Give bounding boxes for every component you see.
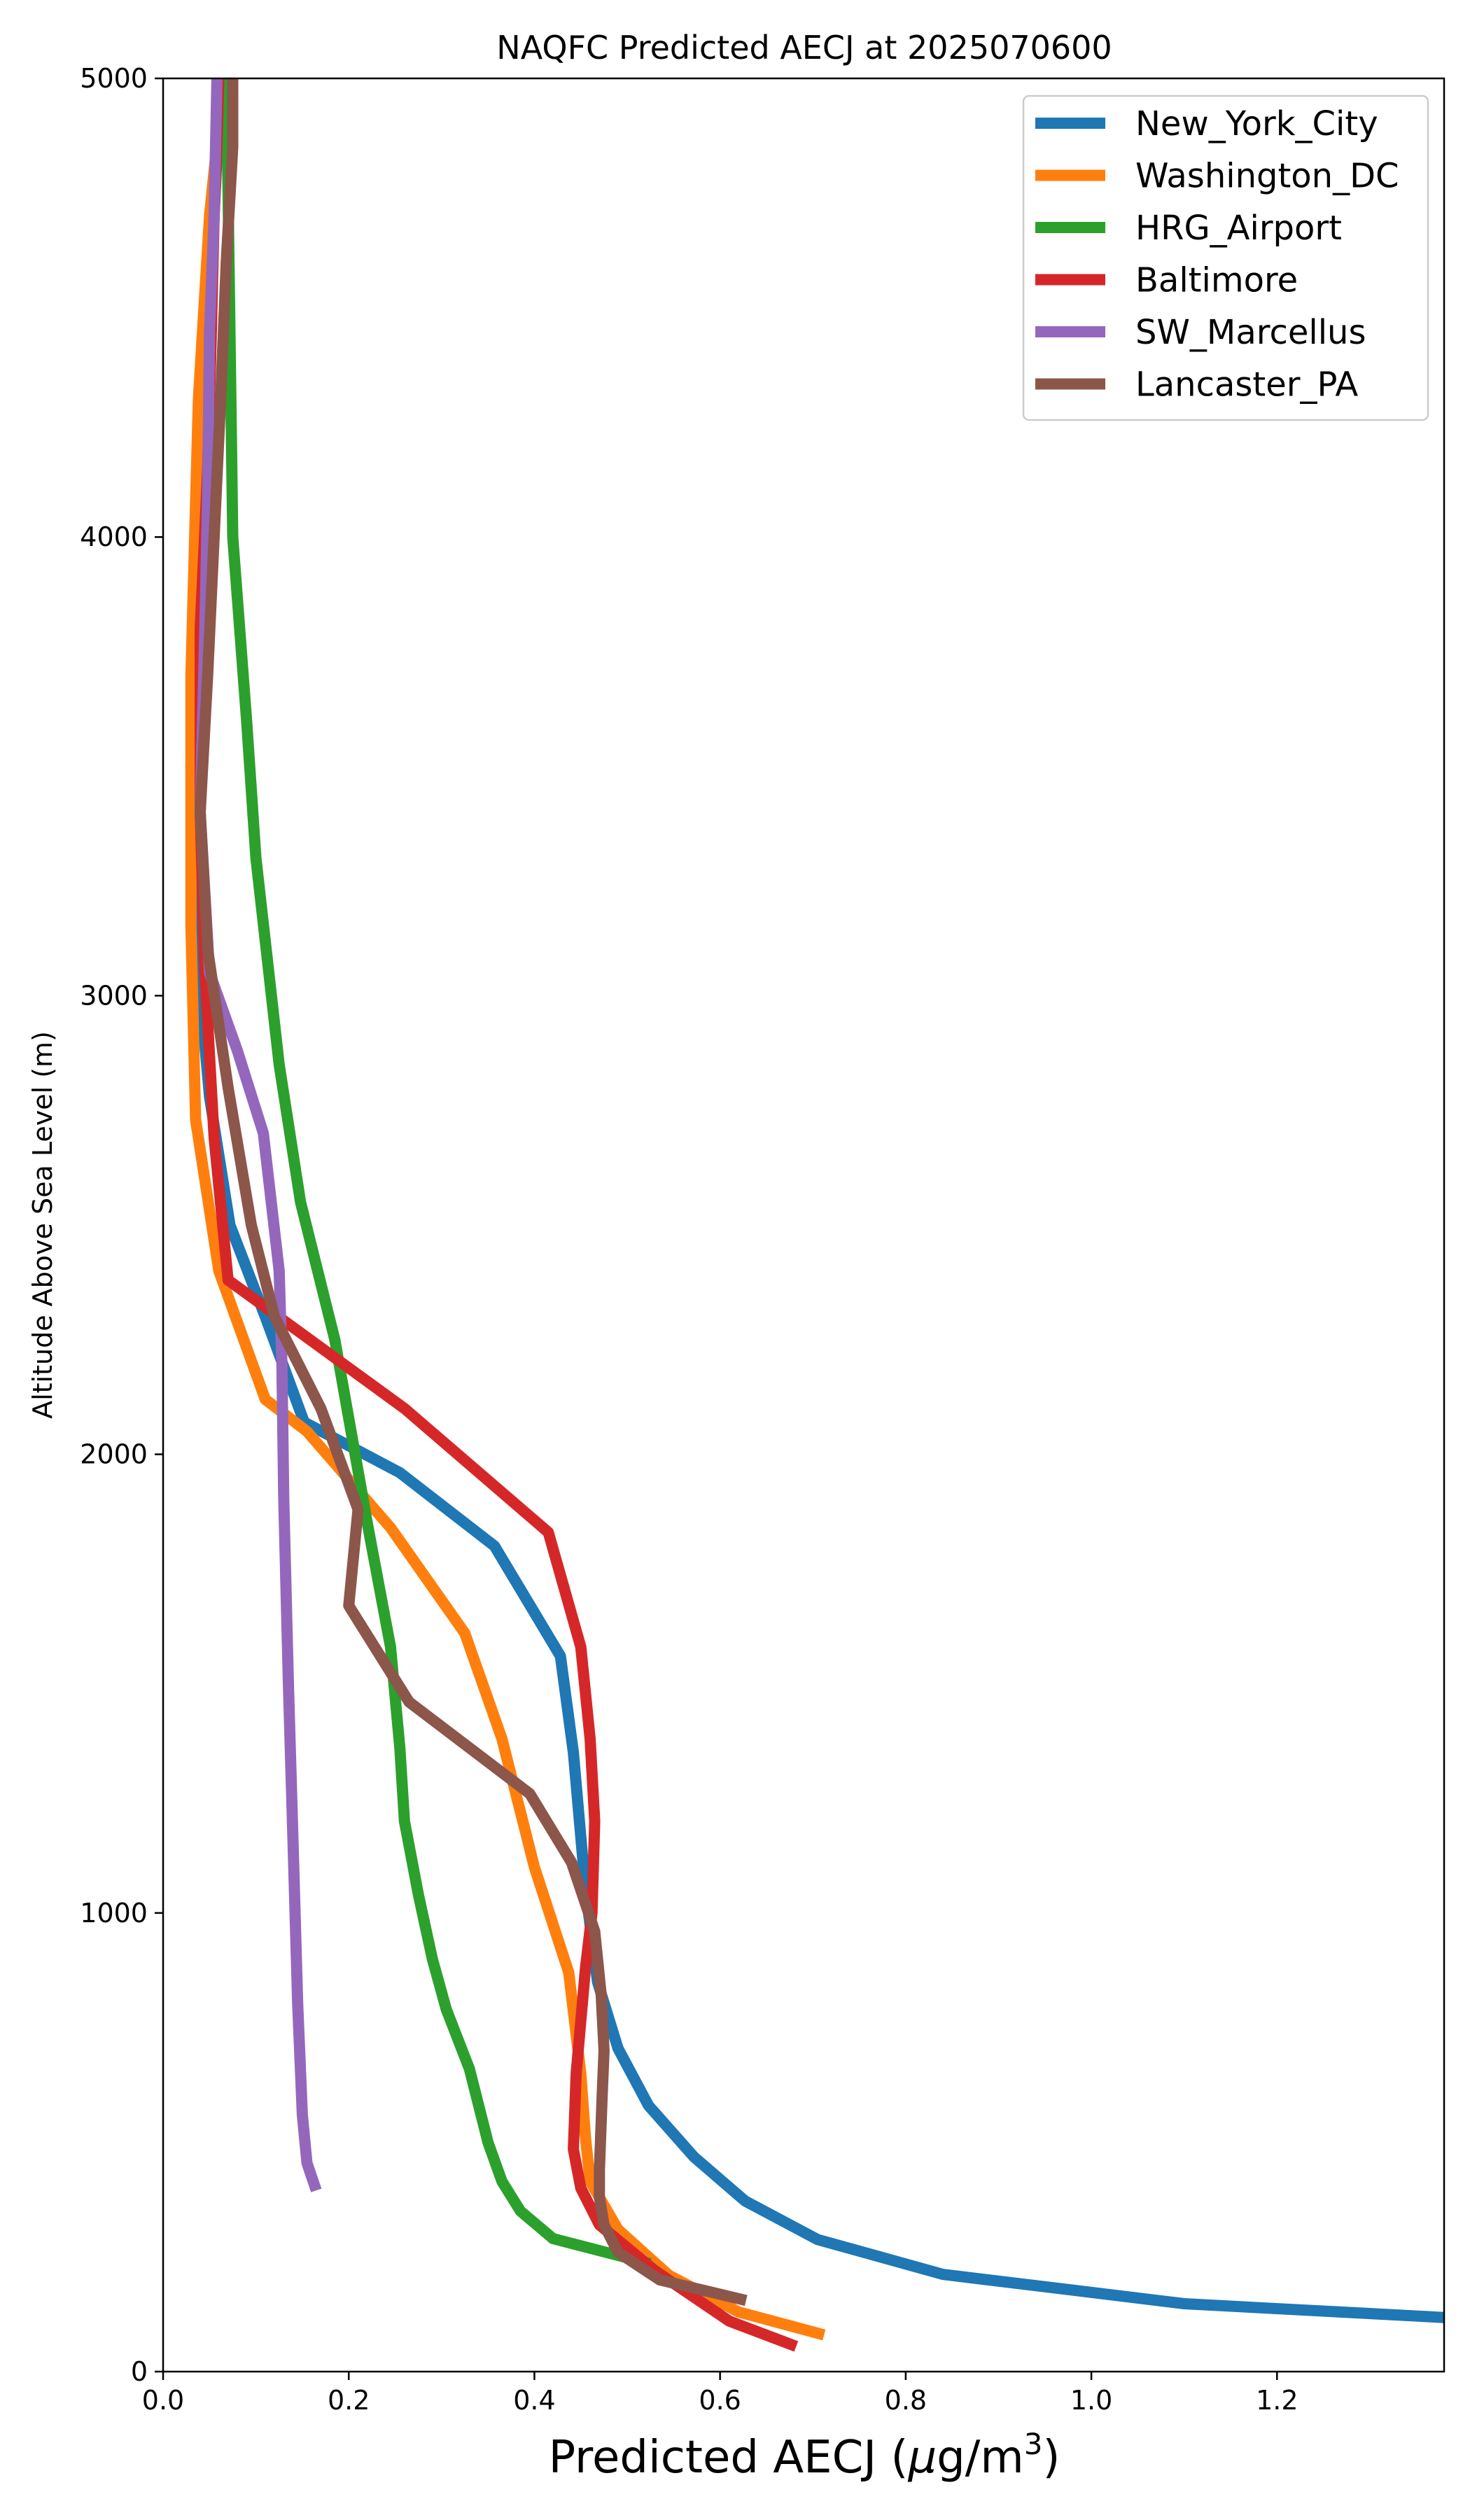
legend-label: Washington_DC bbox=[1135, 157, 1399, 196]
series-line-hrg-airport bbox=[220, 78, 652, 2269]
x-axis-label-mu: μ bbox=[907, 2432, 937, 2484]
plot-series bbox=[185, 78, 1444, 2352]
series-line-sw-marcellus bbox=[195, 78, 322, 2192]
y-tick-label: 5000 bbox=[80, 63, 148, 94]
x-axis-label-unit: g/m bbox=[937, 2432, 1024, 2484]
y-tick-label: 1000 bbox=[80, 1898, 148, 1928]
x-tick-label: 1.2 bbox=[1256, 2385, 1298, 2416]
x-tick-label: 0.6 bbox=[699, 2385, 741, 2416]
y-axis-label: Altitude Above Sea Level (m) bbox=[27, 1031, 58, 1419]
y-axis-ticks: 0 1000 2000 3000 4000 5000 bbox=[80, 63, 163, 2387]
plot-frame bbox=[162, 77, 1446, 2373]
legend: New_York_City Washington_DC HRG_Airport Bal… bbox=[1022, 94, 1429, 421]
legend-label: New_York_City bbox=[1135, 104, 1378, 144]
legend-label: Lancaster_PA bbox=[1135, 365, 1358, 405]
legend-label: SW_Marcellus bbox=[1135, 313, 1366, 352]
y-tick-label: 2000 bbox=[80, 1439, 148, 1470]
legend-label: Baltimore bbox=[1135, 261, 1298, 300]
x-axis-ticks: 0.0 0.2 0.4 0.6 0.8 1.0 1.2 bbox=[142, 2372, 1298, 2416]
legend-frame bbox=[1022, 94, 1429, 421]
x-tick-label: 1.0 bbox=[1070, 2385, 1112, 2416]
y-tick-label: 4000 bbox=[80, 522, 148, 552]
x-tick-label: 0.2 bbox=[328, 2385, 370, 2416]
x-tick-label: 0.4 bbox=[513, 2385, 555, 2416]
series-line-baltimore bbox=[195, 78, 799, 2352]
legend-label: HRG_Airport bbox=[1135, 209, 1342, 248]
y-tick-label: 0 bbox=[131, 2356, 148, 2387]
series-line-lancaster-pa bbox=[195, 78, 748, 2306]
x-axis-label-superscript: 3 bbox=[1024, 2427, 1043, 2461]
legend-items: New_York_City Washington_DC HRG_Airport Bal… bbox=[1035, 104, 1399, 405]
y-tick-label: 3000 bbox=[80, 980, 148, 1011]
x-axis-label-close: ) bbox=[1042, 2432, 1060, 2484]
x-axis-label: Predicted AECJ (μg/m3) bbox=[549, 2427, 1060, 2484]
series-line-washington-dc bbox=[185, 78, 826, 2341]
x-tick-label: 0.0 bbox=[142, 2385, 184, 2416]
x-axis-label-main: Predicted AECJ ( bbox=[549, 2432, 909, 2484]
x-tick-label: 0.8 bbox=[885, 2385, 927, 2416]
chart-title: NAQFC Predicted AECJ at 2025070600 bbox=[496, 29, 1112, 66]
